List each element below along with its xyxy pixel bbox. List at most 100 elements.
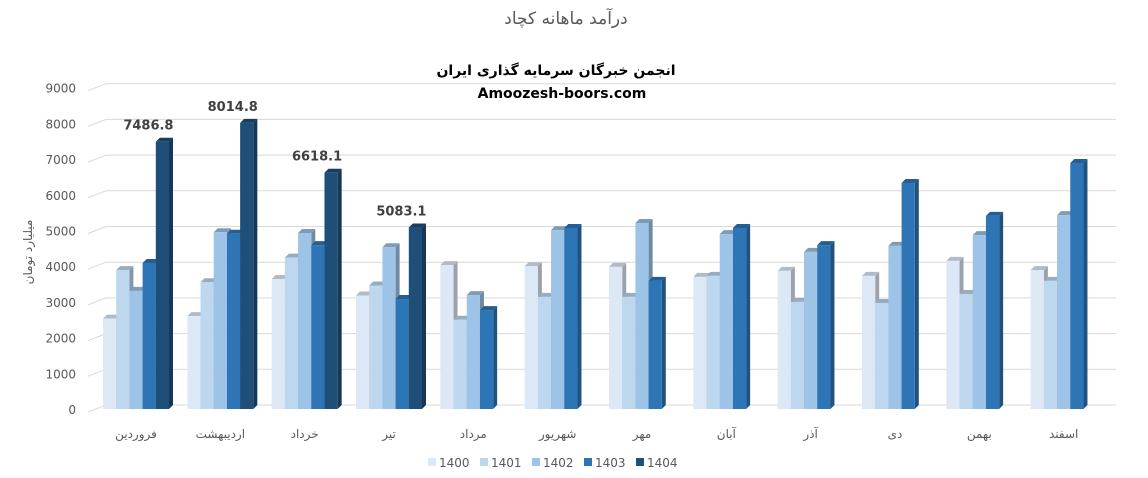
bar-side bbox=[337, 168, 342, 409]
bar-side bbox=[914, 179, 919, 409]
bar-top bbox=[129, 286, 147, 291]
bar-1403 bbox=[985, 215, 1000, 409]
bar-1402 bbox=[1057, 215, 1071, 409]
bar-1402 bbox=[129, 290, 143, 409]
bar-top bbox=[972, 231, 990, 236]
x-tick-label: مهر bbox=[632, 427, 652, 442]
bar-1402 bbox=[551, 230, 565, 409]
bar-top bbox=[369, 281, 387, 286]
y-axis-label: میلیارد تومان bbox=[21, 220, 36, 285]
bar-1400 bbox=[1030, 270, 1044, 409]
bar-1401 bbox=[200, 282, 214, 409]
bar-top bbox=[395, 295, 413, 300]
legend-label: 1402 bbox=[543, 456, 574, 470]
y-tick-label: 0 bbox=[68, 403, 76, 417]
bar-top bbox=[298, 228, 316, 233]
gridline-depth bbox=[87, 118, 107, 127]
watermark-text: Amoozesh-boors.com bbox=[478, 86, 647, 102]
x-tick-label: شهریور bbox=[538, 427, 577, 442]
bar-1402 bbox=[888, 245, 902, 409]
bar-top bbox=[622, 292, 640, 297]
bar-side bbox=[1083, 159, 1088, 409]
gridline-depth bbox=[87, 83, 107, 92]
bar-top bbox=[440, 261, 458, 266]
y-tick-label: 5000 bbox=[45, 225, 76, 239]
bar-1403 bbox=[311, 245, 325, 409]
legend-swatch-1403 bbox=[584, 458, 592, 466]
data-label: 7486.8 bbox=[123, 119, 173, 134]
chart-title: درآمد ماهانه کچاد bbox=[504, 7, 627, 29]
bar-top bbox=[693, 272, 711, 277]
bar-side bbox=[661, 276, 666, 409]
bar-1401 bbox=[537, 296, 552, 409]
bar-1401 bbox=[1043, 280, 1058, 409]
x-tick-label: آبان bbox=[717, 426, 737, 441]
x-tick-label: دی bbox=[888, 427, 903, 441]
bar-1400 bbox=[356, 295, 370, 409]
bar-1400 bbox=[524, 266, 538, 409]
legend-label: 1404 bbox=[647, 456, 678, 470]
bar-top bbox=[142, 258, 160, 263]
bar-top bbox=[408, 223, 426, 228]
bar-1403 bbox=[479, 310, 494, 409]
bar-top bbox=[187, 312, 205, 317]
bar-1402 bbox=[213, 232, 227, 409]
bar-1404 bbox=[240, 122, 254, 409]
bar-1403 bbox=[648, 280, 662, 409]
bar-1403 bbox=[732, 228, 747, 409]
bar-1400 bbox=[946, 260, 960, 409]
x-tick-label: فروردین bbox=[115, 427, 157, 442]
bar-1401 bbox=[875, 302, 889, 409]
bar-top bbox=[466, 291, 484, 296]
bar-1402 bbox=[466, 295, 480, 409]
bar-1401 bbox=[453, 319, 467, 409]
bar-top bbox=[790, 297, 809, 302]
gridline-depth bbox=[87, 154, 107, 163]
y-tick-label: 7000 bbox=[45, 153, 76, 167]
bar-top bbox=[946, 256, 964, 261]
data-label: 8014.8 bbox=[208, 100, 258, 115]
bar-top bbox=[888, 241, 906, 246]
bar-side bbox=[169, 137, 173, 409]
bar-1401 bbox=[706, 275, 720, 409]
bar-1402 bbox=[635, 223, 649, 409]
legend-swatch-1400 bbox=[428, 458, 436, 466]
bar-top bbox=[116, 266, 134, 271]
bar-1402 bbox=[382, 247, 396, 409]
bar-1400 bbox=[693, 276, 707, 409]
chart-subtitle: انجمن خبرگان سرمایه گذاری ایران bbox=[436, 62, 675, 79]
bar-side bbox=[999, 211, 1004, 409]
bar-top bbox=[524, 262, 542, 267]
bar-top bbox=[200, 278, 218, 283]
bar-top bbox=[240, 118, 258, 123]
x-tick-label: مرداد bbox=[460, 427, 487, 442]
bar-top bbox=[706, 271, 724, 276]
bar-top bbox=[985, 211, 1004, 216]
data-label: 5083.1 bbox=[376, 205, 426, 220]
bar-side bbox=[577, 224, 582, 409]
bar-top bbox=[817, 241, 835, 246]
bar-top bbox=[356, 291, 374, 296]
bar-1401 bbox=[116, 270, 130, 409]
bar-top bbox=[564, 224, 582, 229]
legend-swatch-1404 bbox=[636, 458, 644, 466]
bar-top bbox=[226, 229, 245, 234]
bar-top bbox=[635, 219, 653, 224]
x-tick-label: آذر bbox=[802, 426, 818, 442]
bar-1402 bbox=[719, 234, 733, 409]
bar-top bbox=[479, 306, 498, 311]
bar-top bbox=[609, 262, 627, 267]
bar-side bbox=[493, 306, 498, 409]
bar-1403 bbox=[226, 233, 241, 409]
bar-top bbox=[453, 315, 471, 320]
bar-1401 bbox=[959, 294, 973, 409]
y-tick-label: 1000 bbox=[45, 367, 76, 381]
bar-top bbox=[311, 241, 329, 246]
bar-1400 bbox=[187, 316, 201, 409]
bar-1400 bbox=[609, 266, 623, 409]
bar-side bbox=[746, 224, 751, 409]
bar-1400 bbox=[271, 279, 285, 409]
bar-top bbox=[875, 298, 893, 303]
bar-top bbox=[382, 243, 400, 248]
